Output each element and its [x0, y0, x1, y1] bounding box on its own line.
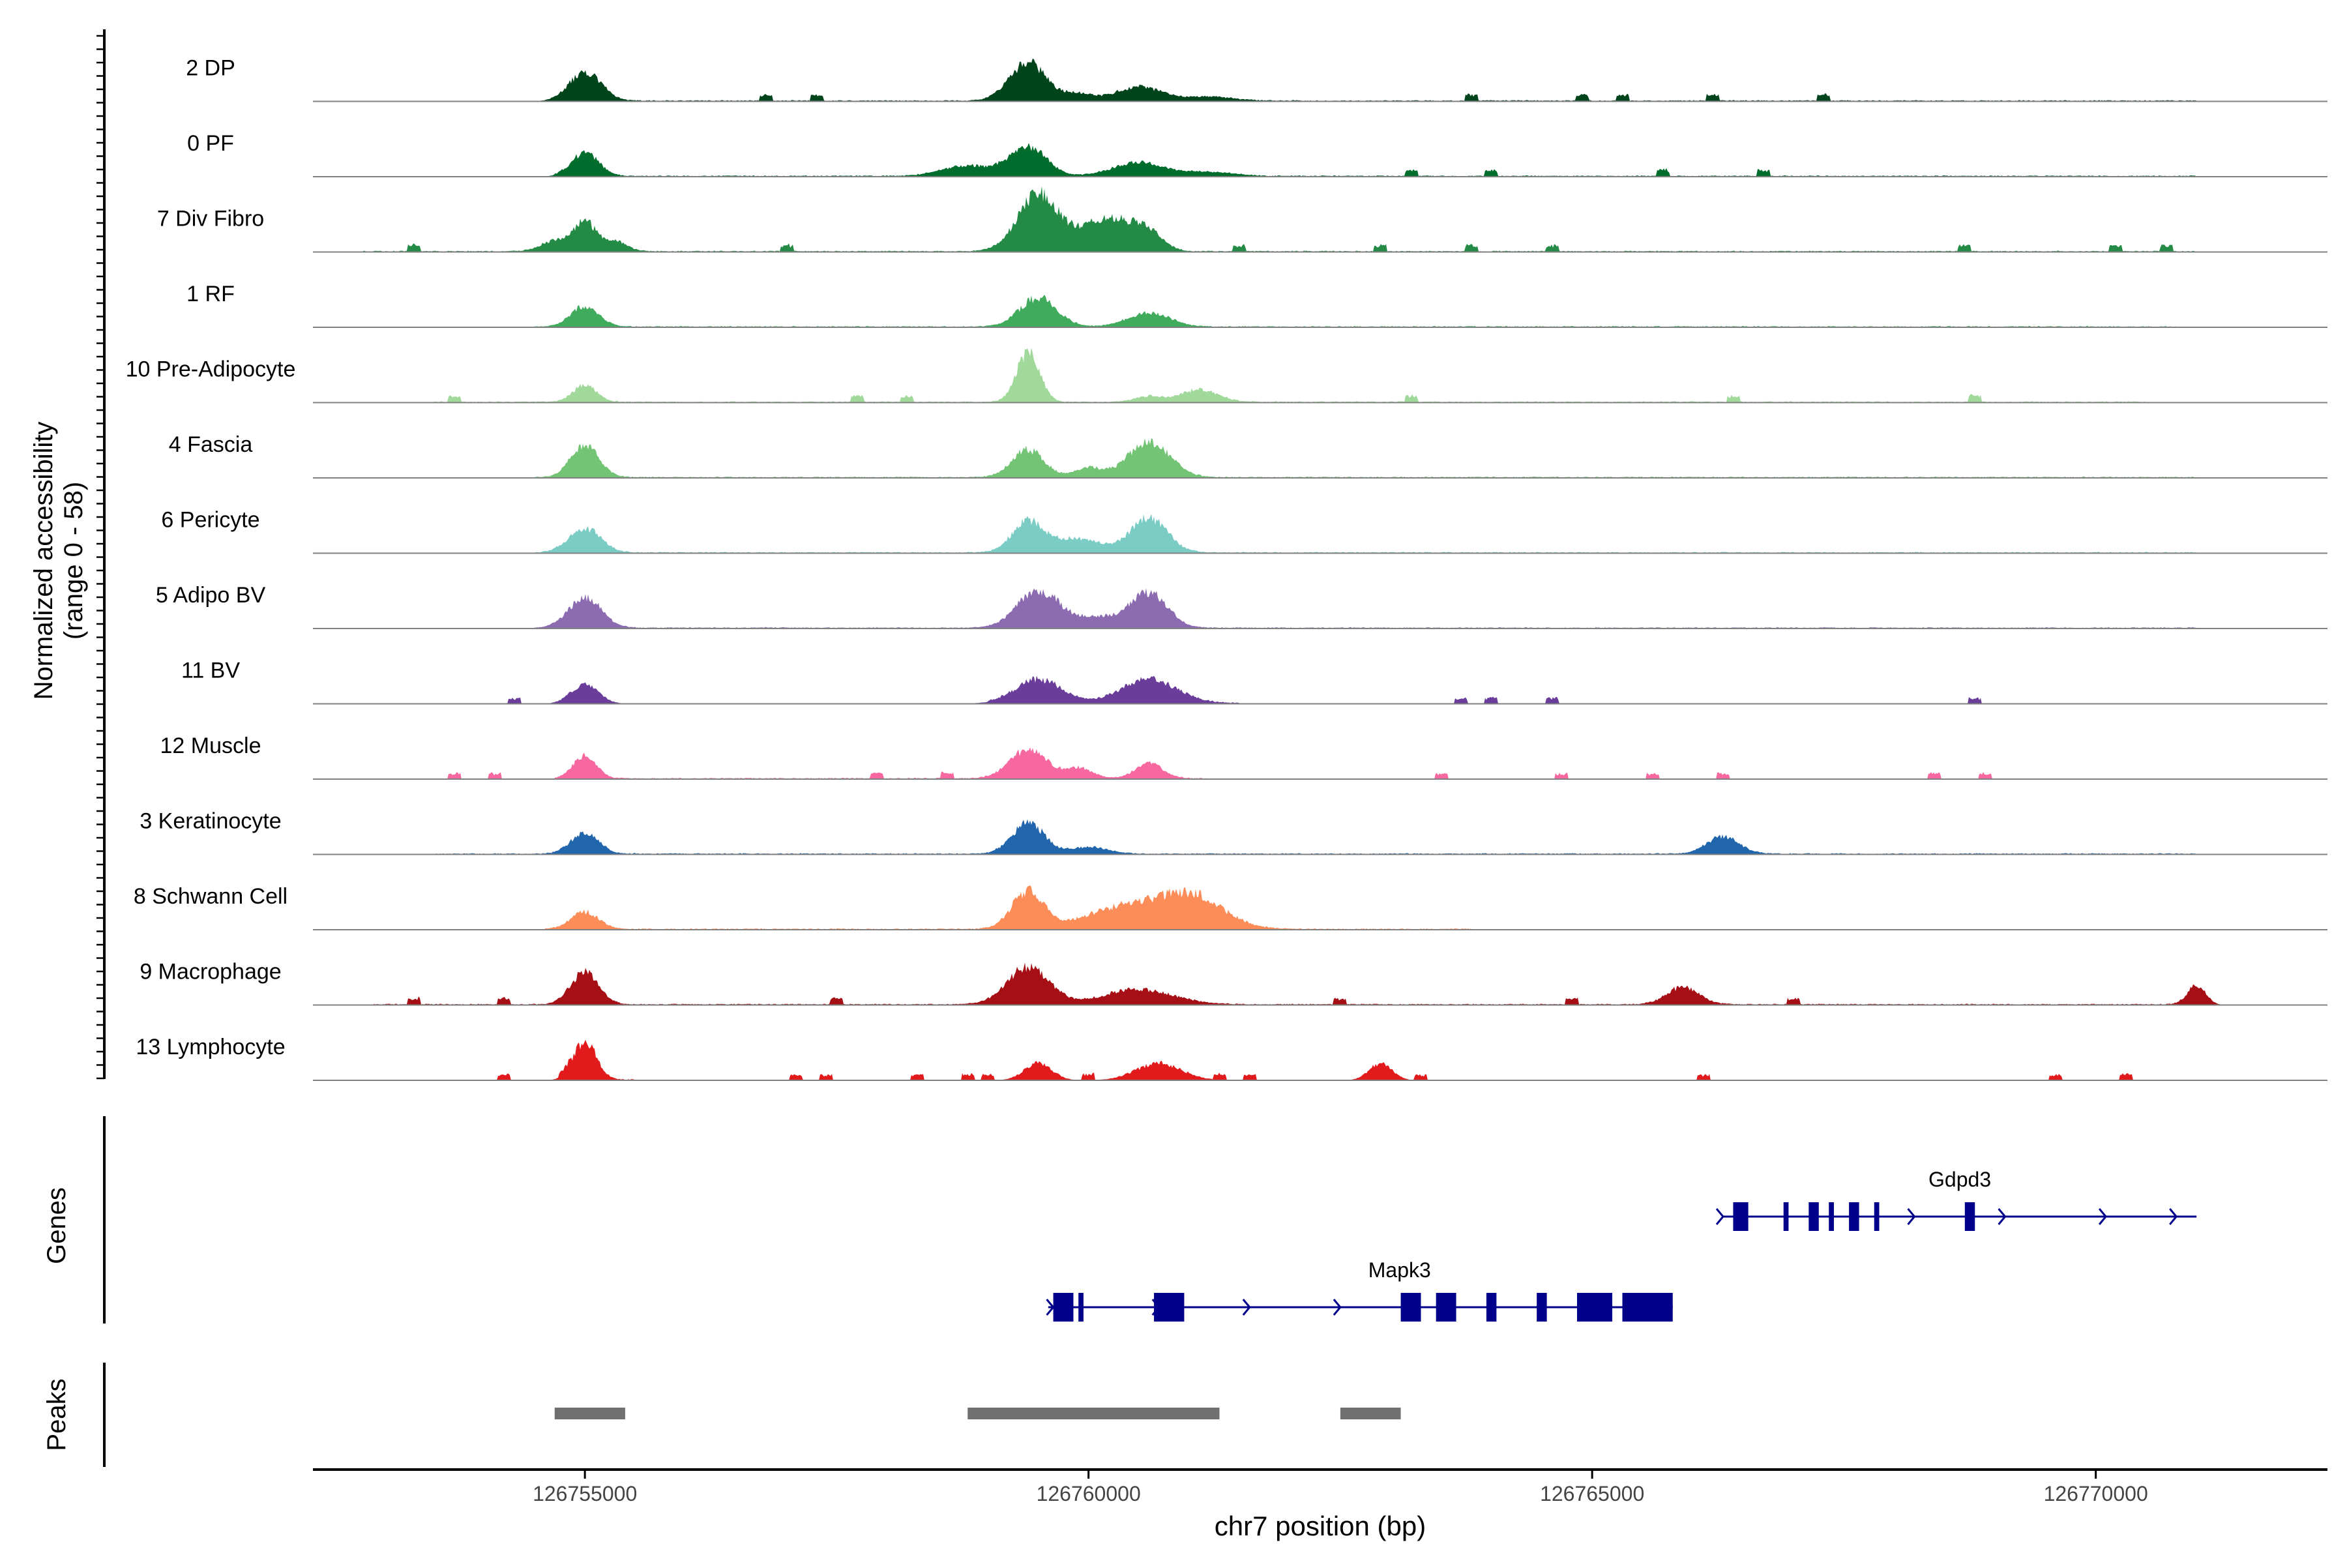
- gene-exon: [1436, 1293, 1456, 1322]
- track-coverage-area: [313, 438, 2327, 478]
- track-label: 6 Pericyte: [161, 508, 259, 533]
- gene-label: Gdpd3: [1928, 1168, 1991, 1191]
- gene-exon: [1537, 1293, 1547, 1322]
- x-axis-title: chr7 position (bp): [1215, 1511, 1426, 1541]
- track-label: 2 DP: [186, 56, 235, 81]
- gene-exon: [1486, 1293, 1497, 1322]
- track-coverage-area: [313, 675, 2327, 704]
- gene-strand-arrow: [1151, 1299, 1160, 1316]
- peak-region-bar: [554, 1408, 625, 1419]
- track-coverage-area: [313, 186, 2327, 252]
- track-9: 11 BV: [181, 658, 2327, 705]
- gene-label: Mapk3: [1368, 1258, 1431, 1282]
- track-1: 2 DP: [186, 56, 2327, 102]
- track-8: 5 Adipo BV: [156, 583, 2327, 629]
- track-12: 8 Schwann Cell: [134, 884, 2327, 930]
- track-coverage-area: [313, 143, 2327, 177]
- track-coverage-area: [313, 747, 2327, 779]
- gene-gdpd3: Gdpd3: [1715, 1168, 2197, 1231]
- track-5: 10 Pre-Adipocyte: [126, 348, 2327, 404]
- gene-strand-arrow: [1907, 1208, 1916, 1225]
- x-axis-tick-label: 126755000: [533, 1482, 637, 1505]
- track-label: 9 Macrophage: [140, 960, 281, 984]
- track-13: 9 Macrophage: [140, 960, 2327, 1006]
- track-7: 6 Pericyte: [161, 508, 2327, 554]
- gene-exon: [1733, 1202, 1749, 1231]
- x-axis-tick-label: 126770000: [2044, 1482, 2148, 1505]
- track-4: 1 RF: [186, 282, 2327, 328]
- track-label: 4 Fascia: [169, 432, 253, 457]
- gene-strand-arrow: [1333, 1299, 1342, 1316]
- gene-exon: [1622, 1293, 1673, 1322]
- track-3: 7 Div Fibro: [157, 186, 2327, 253]
- track-coverage-area: [313, 514, 2327, 554]
- gene-strand-arrow: [1046, 1299, 1055, 1316]
- gene-exon: [1849, 1202, 1859, 1231]
- gene-exon: [1400, 1293, 1421, 1322]
- track-label: 1 RF: [186, 282, 235, 306]
- track-14: 13 Lymphocyte: [136, 1035, 2327, 1081]
- gene-exon: [1874, 1202, 1880, 1231]
- track-coverage-area: [313, 819, 2327, 855]
- track-label: 3 Keratinocyte: [140, 809, 281, 834]
- track-2: 0 PF: [187, 131, 2327, 177]
- track-label: 13 Lymphocyte: [136, 1035, 285, 1059]
- gene-exon: [1829, 1202, 1834, 1231]
- track-coverage-area: [313, 588, 2327, 629]
- track-coverage-area: [313, 58, 2327, 102]
- peaks-panel-title: Peaks: [42, 1378, 71, 1451]
- gene-strand-arrow: [1715, 1208, 1724, 1225]
- gene-strand-arrow: [1242, 1299, 1251, 1316]
- gene-exon: [1576, 1293, 1613, 1322]
- track-coverage-area: [313, 962, 2327, 1005]
- track-label: 0 PF: [187, 131, 234, 156]
- gene-exon: [1078, 1293, 1084, 1322]
- genes-panel-title: Genes: [42, 1187, 71, 1264]
- gene-strand-arrow: [2098, 1208, 2108, 1225]
- y-axis-title-line1: Normalized accessibility: [29, 422, 58, 700]
- y-axis-title-line2: (range 0 - 58): [59, 482, 88, 640]
- track-label: 12 Muscle: [160, 733, 261, 758]
- peak-region-bar: [1340, 1408, 1401, 1419]
- track-label: 5 Adipo BV: [156, 583, 266, 608]
- track-label: 10 Pre-Adipocyte: [126, 357, 296, 382]
- track-10: 12 Muscle: [160, 733, 2327, 780]
- track-6: 4 Fascia: [169, 432, 2327, 479]
- track-label: 11 BV: [181, 658, 240, 683]
- track-label: 7 Div Fibro: [157, 207, 264, 231]
- gene-exon: [1808, 1202, 1819, 1231]
- gene-exon: [1964, 1202, 1975, 1231]
- track-coverage-area: [313, 295, 2327, 327]
- gene-exon: [1783, 1202, 1789, 1231]
- peak-region-bar: [967, 1408, 1220, 1419]
- x-axis-tick-label: 126765000: [1540, 1482, 1644, 1505]
- track-coverage-area: [313, 348, 2327, 403]
- x-axis-tick-label: 126760000: [1037, 1482, 1141, 1505]
- gene-strand-arrow: [2169, 1208, 2178, 1225]
- track-label: 8 Schwann Cell: [134, 884, 288, 909]
- gene-mapk3: Mapk3: [1046, 1258, 1673, 1322]
- track-11: 3 Keratinocyte: [140, 809, 2327, 855]
- track-coverage-area: [313, 1039, 2327, 1080]
- gene-strand-arrow: [1998, 1208, 2007, 1225]
- gene-exon: [1053, 1293, 1074, 1322]
- track-coverage-area: [313, 885, 2327, 930]
